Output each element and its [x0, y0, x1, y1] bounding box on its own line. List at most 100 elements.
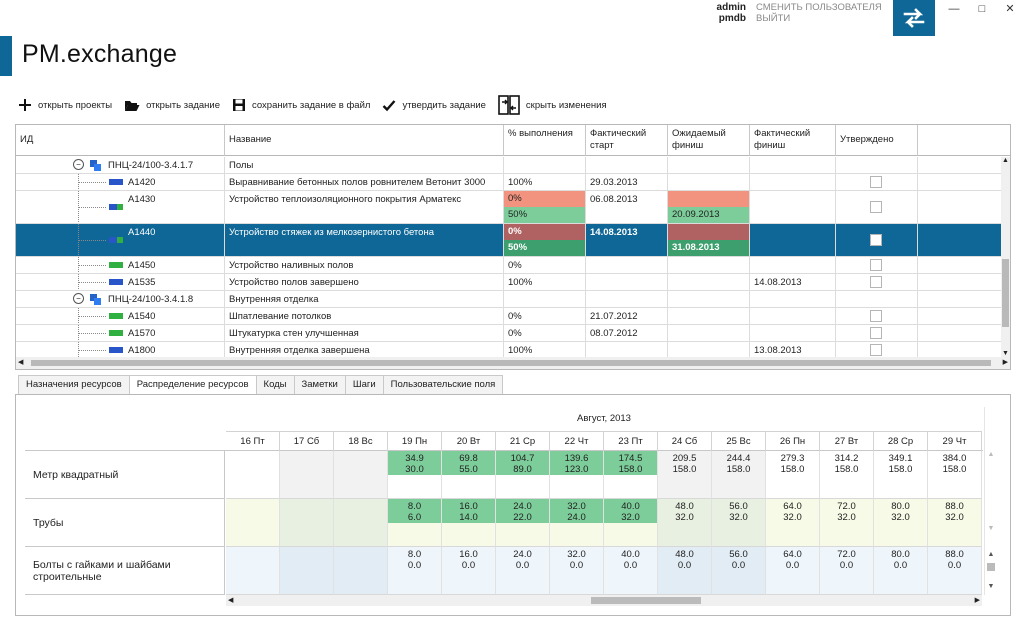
wbs-group-row[interactable]: − ПНЦ-24/100-3.4.1.8 Внутренняя отделка: [16, 291, 1004, 308]
activity-row[interactable]: A1430 Устройство теплоизоляционного покры…: [16, 191, 1004, 224]
approved-checkbox[interactable]: [870, 344, 882, 356]
grid-cell: [750, 174, 836, 191]
res-scroll-up-arrow[interactable]: ▲: [987, 451, 995, 458]
hide-changes-button[interactable]: скрыть изменения: [498, 95, 607, 115]
grid-vscroll-thumb[interactable]: [1002, 259, 1009, 327]
planned-value: 72.0: [837, 549, 856, 560]
approved-checkbox[interactable]: [870, 327, 882, 339]
expected-old-value: [668, 224, 749, 240]
grid-cell: [836, 291, 918, 308]
col-approved-header[interactable]: Утверждено: [836, 125, 918, 156]
switch-user-button[interactable]: [893, 0, 935, 36]
collapse-toggle-icon[interactable]: −: [73, 293, 84, 304]
actual-value: 0.0: [785, 560, 800, 571]
res-scroll-down-arrow[interactable]: ▼: [987, 525, 995, 532]
col-name-header[interactable]: Название: [225, 125, 504, 156]
approved-checkbox[interactable]: [870, 259, 882, 271]
expected-old-value: [668, 191, 749, 207]
approve-task-button[interactable]: утвердить задание: [382, 99, 486, 112]
actual-start-value: 06.08.2013: [590, 194, 638, 205]
tab-4[interactable]: Заметки: [293, 375, 346, 394]
approved-checkbox[interactable]: [870, 201, 882, 213]
close-icon: ✕: [1005, 3, 1015, 15]
resource-name: Болты с гайками и шайбами строительные: [25, 547, 225, 595]
scroll-left-arrow[interactable]: ◀: [18, 359, 24, 366]
resource-day-cell: 88.0 0.0: [928, 547, 982, 595]
tree-connector-h: [78, 350, 106, 351]
accent-bar: [0, 36, 12, 76]
res-scroll-up-arrow-2[interactable]: ▲: [987, 551, 995, 558]
approved-checkbox[interactable]: [870, 176, 882, 188]
collapse-toggle-icon[interactable]: −: [73, 159, 84, 170]
minimize-button[interactable]: —: [940, 0, 968, 18]
activity-row[interactable]: A1420 Выравнивание бетонных полов ровните…: [16, 174, 1004, 191]
open-projects-button[interactable]: открыть проекты: [18, 98, 112, 112]
maximize-button[interactable]: □: [968, 0, 996, 18]
scroll-up-arrow[interactable]: ▲: [1002, 157, 1009, 164]
planned-value: 139.6: [564, 453, 589, 464]
grid-horizontal-scrollbar[interactable]: ◀ ▶: [16, 357, 1010, 369]
res-vertical-scrollbar[interactable]: ▲ ▼ ▲ ▼: [984, 407, 996, 595]
approved-checkbox[interactable]: [870, 310, 882, 322]
col-finish-header[interactable]: Фактический финиш: [750, 125, 836, 156]
res-scroll-left-arrow[interactable]: ◀: [228, 597, 234, 604]
open-task-button[interactable]: открыть задание: [124, 99, 220, 112]
approve-task-label: утвердить задание: [402, 99, 486, 111]
grid-body: − ПНЦ-24/100-3.4.1.7 Полы A1420 Выравнивание…: [16, 157, 1004, 357]
col-pct-header[interactable]: % выполнения: [504, 125, 586, 156]
grid-cell: 31.08.2013: [668, 224, 750, 257]
approved-checkbox[interactable]: [870, 234, 882, 246]
activity-row[interactable]: A1440 Устройство стяжек из мелкозернистог…: [16, 224, 1004, 257]
grid-cell: Устройство полов завершено: [225, 274, 504, 291]
grid-cell: [918, 291, 1004, 308]
planned-value: 80.0: [891, 549, 910, 560]
resource-name: Трубы: [25, 499, 225, 547]
res-hscroll-thumb[interactable]: [591, 597, 701, 604]
day-header: 29 Чт: [928, 431, 982, 451]
grid-vertical-scrollbar[interactable]: ▲ ▼: [1001, 157, 1010, 357]
scroll-right-arrow[interactable]: ▶: [1002, 359, 1008, 366]
planned-value: 24.0: [513, 549, 532, 560]
planned-value: 64.0: [783, 501, 802, 512]
wbs-group-row[interactable]: − ПНЦ-24/100-3.4.1.7 Полы: [16, 157, 1004, 174]
res-horizontal-scrollbar[interactable]: ◀ ▶: [226, 595, 982, 606]
res-scroll-down-arrow-2[interactable]: ▼: [987, 583, 995, 590]
res-scroll-right-arrow[interactable]: ▶: [974, 597, 980, 604]
planned-value: 8.0: [407, 549, 422, 560]
scroll-down-arrow[interactable]: ▼: [1002, 350, 1009, 357]
grid-hscroll-thumb[interactable]: [31, 360, 991, 366]
grid-cell: [836, 224, 918, 257]
approved-checkbox[interactable]: [870, 276, 882, 288]
col-expected-header[interactable]: Ожидаемый финиш: [668, 125, 750, 156]
resource-day-cell: 56.0 0.0: [712, 547, 766, 595]
logout-link[interactable]: ВЫЙТИ: [756, 13, 791, 24]
grid-cell: [750, 257, 836, 274]
grid-cell: [918, 157, 1004, 174]
tab-2[interactable]: Распределение ресурсов: [128, 375, 257, 395]
activity-row[interactable]: A1540 Шпатлевание потолков 0% 21.07.2012: [16, 308, 1004, 325]
col-start-header[interactable]: Фактический старт: [586, 125, 668, 156]
save-task-button[interactable]: сохранить задание в файл: [232, 98, 370, 112]
planned-highlight: [388, 451, 441, 475]
activity-id: A1420: [128, 177, 156, 188]
grid-cell: 06.08.2013: [586, 191, 668, 224]
tab-5[interactable]: Шаги: [344, 375, 384, 394]
planned-value: 40.0: [621, 501, 640, 512]
tab-6[interactable]: Пользовательские поля: [382, 375, 504, 394]
col-id-header[interactable]: ИД: [16, 125, 225, 156]
planned-highlight: [442, 451, 495, 475]
tab-3[interactable]: Коды: [255, 375, 295, 394]
activity-row[interactable]: A1570 Штукатурка стен улучшенная 0% 08.07.2…: [16, 325, 1004, 342]
swap-arrows-icon: [903, 8, 925, 28]
grid-cell: [750, 325, 836, 342]
activity-row[interactable]: A1800 Внутренняя отделка завершена 100% 13.…: [16, 342, 1004, 357]
actual-value: 32.0: [675, 512, 694, 523]
grid-cell: [918, 224, 1004, 257]
switch-user-link[interactable]: СМЕНИТЬ ПОЛЬЗОВАТЕЛЯ: [756, 2, 882, 13]
res-vscroll-thumb[interactable]: [987, 563, 995, 571]
activity-row[interactable]: A1535 Устройство полов завершено 100% 14.08…: [16, 274, 1004, 291]
close-button[interactable]: ✕: [996, 0, 1024, 18]
tab-1[interactable]: Назначения ресурсов: [18, 375, 130, 394]
activity-row[interactable]: A1450 Устройство наливных полов 0%: [16, 257, 1004, 274]
grid-cell: [586, 157, 668, 174]
